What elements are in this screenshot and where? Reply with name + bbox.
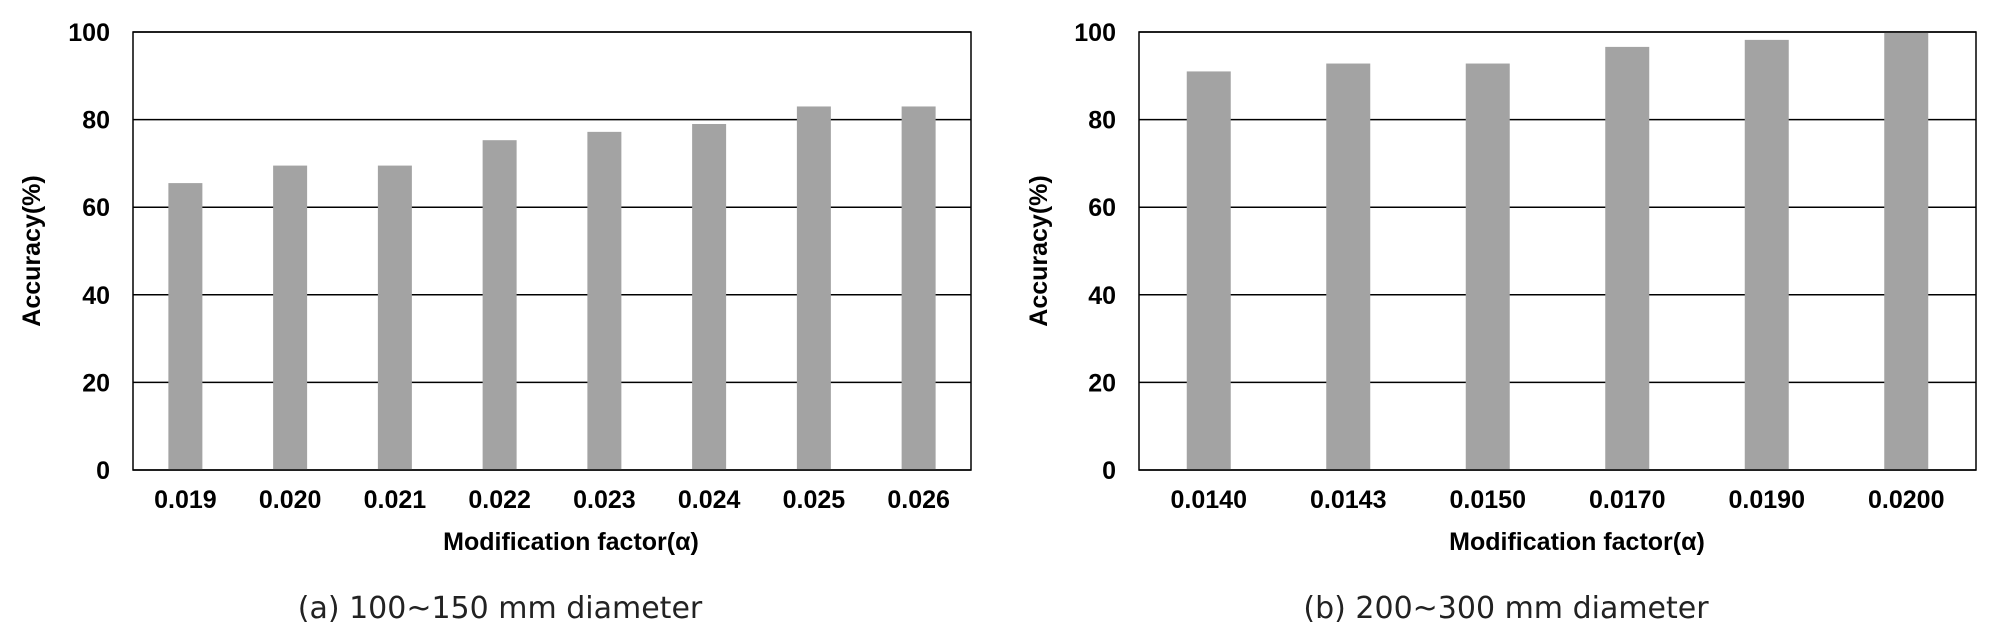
bar [273, 165, 308, 470]
bar [1884, 32, 1929, 470]
x-tick-label: 0.0143 [1310, 486, 1386, 514]
x-tick-label: 0.0150 [1450, 486, 1526, 514]
y-tick-label: 80 [1088, 107, 1116, 135]
x-tick-label: 0.020 [259, 486, 322, 514]
bar [901, 106, 936, 471]
x-tick-label: 0.0170 [1589, 486, 1665, 514]
y-tick-label: 0 [96, 457, 110, 485]
x-tick-label: 0.0200 [1868, 486, 1944, 514]
chart-caption: (a) 100~150 mm diameter [298, 591, 703, 626]
x-tick-label: 0.0190 [1729, 486, 1805, 514]
bar [377, 165, 412, 470]
y-tick-label: 20 [82, 369, 110, 397]
bar [482, 140, 517, 470]
y-tick-label: 40 [1088, 282, 1116, 310]
plot-frame [1138, 31, 1977, 471]
bar [796, 106, 831, 471]
bar [1605, 46, 1650, 470]
y-tick-label: 60 [82, 194, 110, 222]
x-tick-label: 0.025 [783, 486, 846, 514]
y-tick-label: 40 [82, 282, 110, 310]
bar [1465, 63, 1510, 470]
y-tick-label: 20 [1088, 369, 1116, 397]
bar [1744, 39, 1789, 470]
x-axis-title: Modification factor(α) [443, 528, 699, 556]
y-tick-label: 0 [1102, 457, 1116, 485]
y-tick-label: 100 [1074, 19, 1116, 47]
bar [692, 123, 727, 470]
bar [168, 183, 203, 471]
bar [1186, 71, 1231, 471]
x-tick-label: 0.022 [468, 486, 531, 514]
chart-b: 0.0140 0.0143 0.0150 0.0170 0.0190 0.0200 0 20 4… [1025, 19, 1977, 626]
x-tick-label: 0.019 [154, 486, 217, 514]
plot-frame [132, 31, 972, 471]
x-tick-label: 0.021 [364, 486, 427, 514]
y-axis-title: Accuracy(%) [1025, 175, 1053, 326]
y-tick-label: 80 [82, 107, 110, 135]
chart-a: 0.019 0.020 0.021 0.022 0.023 0.024 0.025 0.026… [18, 19, 972, 626]
x-axis-title: Modification factor(α) [1449, 528, 1705, 556]
y-tick-label: 100 [68, 19, 110, 47]
y-tick-label: 60 [1088, 194, 1116, 222]
x-tick-label: 0.026 [887, 486, 950, 514]
bar [1326, 63, 1371, 470]
bar [587, 131, 622, 470]
x-tick-label: 0.024 [678, 486, 741, 514]
y-axis-title: Accuracy(%) [18, 175, 46, 326]
chart-caption: (b) 200~300 mm diameter [1303, 591, 1709, 626]
x-tick-label: 0.023 [573, 486, 636, 514]
x-tick-label: 0.0140 [1171, 486, 1247, 514]
